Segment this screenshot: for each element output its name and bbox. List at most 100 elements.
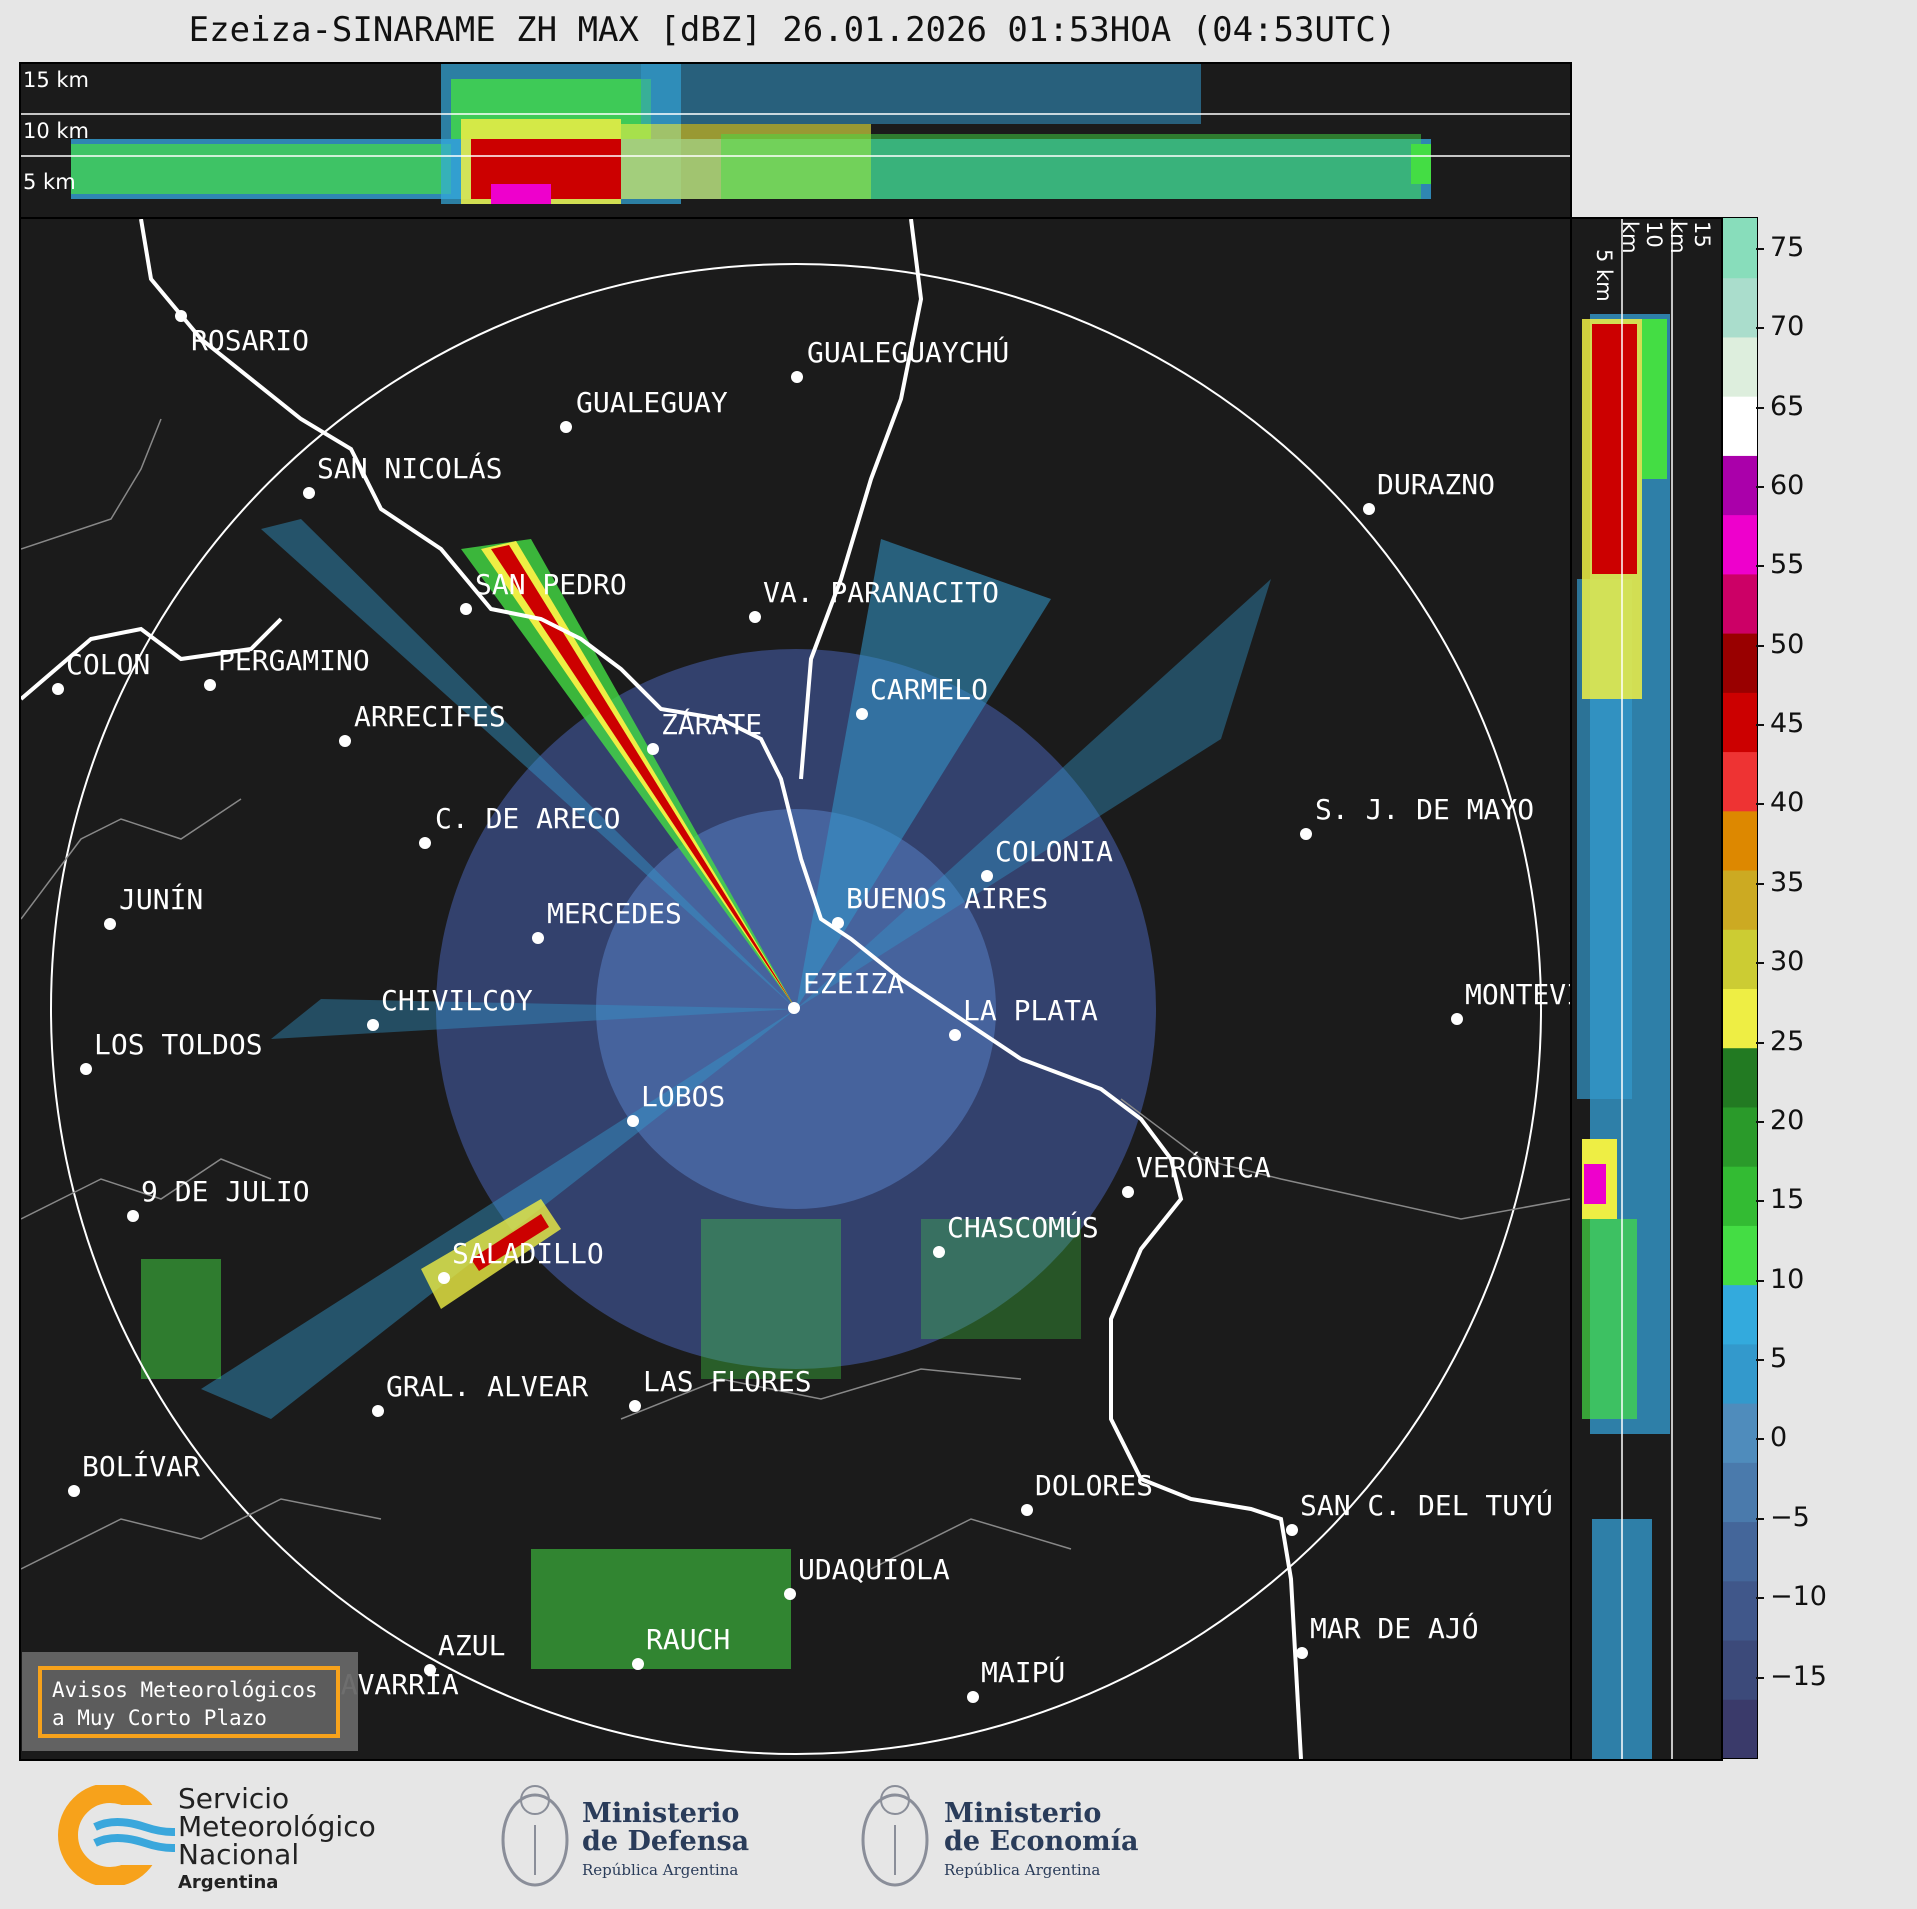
city-label: CHIVILCOY <box>381 984 533 1017</box>
colorbar-tick-mark <box>1756 406 1764 409</box>
city-dot-gral-alvear <box>372 1405 384 1417</box>
city-label: VA. PARANACITO <box>763 576 999 609</box>
defensa-line3: República Argentina <box>582 1861 739 1879</box>
city-label: AZUL <box>438 1629 505 1662</box>
city-label: DOLORES <box>1035 1469 1153 1502</box>
warning-box-label[interactable]: Avisos Meteorológicos a Muy Corto Plazo <box>38 1666 340 1738</box>
colorbar-tick-label: 10 <box>1770 1263 1805 1295</box>
colorbar-band <box>1723 632 1757 693</box>
city-label: SAN PEDRO <box>475 568 627 601</box>
city-label: UDAQUIOLA <box>798 1553 950 1586</box>
colorbar-tick-label: 50 <box>1770 628 1805 660</box>
city-dot-bolivar <box>68 1485 80 1497</box>
colorbar-tick-label: 5 <box>1770 1343 1788 1375</box>
city-label: ARRECIFES <box>354 700 506 733</box>
city-dot-san-nicolas <box>303 487 315 499</box>
city-label: VERÓNICA <box>1136 1150 1271 1184</box>
colorbar-band <box>1723 395 1757 456</box>
colorbar-band <box>1723 1580 1757 1641</box>
city-dot-arrecifes <box>339 735 351 747</box>
city-dot-udaquiola <box>784 1588 796 1600</box>
city-label: DURAZNO <box>1377 468 1495 501</box>
top-cross-section-panel: 15 km 10 km 5 km <box>19 62 1572 219</box>
city-label: CHASCOMÚS <box>947 1210 1099 1244</box>
colorbar-tick-label: −5 <box>1770 1501 1810 1533</box>
city-dot-buenos-aires <box>832 917 844 929</box>
city-label: GUALEGUAYCHÚ <box>807 335 1009 369</box>
city-dot-chascomus <box>933 1246 945 1258</box>
range-ring <box>50 263 1542 1755</box>
colorbar-band <box>1723 810 1757 871</box>
city-label: ZÁRATE <box>661 707 762 741</box>
city-label: COLONIA <box>995 835 1113 868</box>
city-dot-9-de-julio <box>127 1210 139 1222</box>
colorbar-tick-label: 40 <box>1770 787 1805 819</box>
top-km-label-15: 15 km <box>23 68 90 92</box>
colorbar-tick-label: 35 <box>1770 866 1805 898</box>
colorbar-tick-mark <box>1756 644 1764 647</box>
radar-map: ROSARIO GUALEGUAYCHÚ GUALEGUAY SAN NICOL… <box>21 219 1570 1759</box>
economia-line2: de Economía <box>944 1826 1139 1857</box>
city-label: COLON <box>66 648 150 681</box>
city-label: MAR DE AJÓ <box>1310 1611 1479 1645</box>
colorbar-tick-mark <box>1756 565 1764 568</box>
city-dot-zarate <box>647 743 659 755</box>
colorbar-tick-mark <box>1756 1597 1764 1600</box>
colorbar-band <box>1723 1698 1757 1758</box>
city-dot-mercedes <box>532 932 544 944</box>
city-dot-pergamino <box>204 679 216 691</box>
colorbar <box>1722 217 1758 1759</box>
colorbar-band <box>1723 691 1757 753</box>
defensa-line2: de Defensa <box>582 1826 750 1857</box>
side-km-label-5: 5 km <box>1592 249 1616 302</box>
colorbar-tick-label: 55 <box>1770 549 1805 581</box>
city-dot-va-paranacito <box>749 611 761 623</box>
economia-line1: Ministerio <box>944 1798 1102 1829</box>
colorbar-band <box>1723 336 1757 397</box>
colorbar-band <box>1723 928 1757 989</box>
city-dot-c-de-areco <box>419 837 431 849</box>
city-label: SALADILLO <box>452 1237 604 1270</box>
colorbar-band <box>1723 751 1757 812</box>
colorbar-tick-label: 65 <box>1770 390 1805 422</box>
colorbar-tick-label: 70 <box>1770 311 1805 343</box>
colorbar-band <box>1723 1402 1757 1463</box>
colorbar-tick-label: 30 <box>1770 946 1805 978</box>
colorbar-tick-mark <box>1756 247 1764 250</box>
smn-line3: Nacional <box>178 1838 300 1871</box>
city-dot-azul <box>424 1664 436 1676</box>
smn-line1: Servicio <box>178 1782 290 1815</box>
city-dot-dolores <box>1021 1504 1033 1516</box>
colorbar-tick-mark <box>1756 1200 1764 1203</box>
city-dot-gualeguay <box>560 421 572 433</box>
city-dot-saladillo <box>438 1272 450 1284</box>
side-cross-section-panel: 5 km 10 km 15 km <box>1570 217 1723 1761</box>
colorbar-tick-label: −10 <box>1770 1581 1827 1613</box>
colorbar-band <box>1723 1165 1757 1226</box>
colorbar-band <box>1723 1521 1757 1582</box>
city-dot-colonia <box>981 870 993 882</box>
city-label: RAUCH <box>646 1623 730 1656</box>
colorbar-tick-label: 0 <box>1770 1422 1788 1454</box>
city-dot-las-flores <box>629 1400 641 1412</box>
colorbar-tick-label: 60 <box>1770 469 1805 501</box>
city-dot-chivilcoy <box>367 1019 379 1031</box>
colorbar-tick-label: 75 <box>1770 231 1805 263</box>
city-dot-durazno <box>1363 503 1375 515</box>
colorbar-tick-mark <box>1756 803 1764 806</box>
smn-logo-icon <box>58 1785 175 1885</box>
province-boundaries <box>21 418 1570 1570</box>
city-label: BUENOS AIRES <box>846 882 1048 915</box>
colorbar-tick-mark <box>1756 1438 1764 1441</box>
top-km-label-10: 10 km <box>23 119 90 143</box>
city-dot-rosario <box>175 310 187 322</box>
city-label: LOS TOLDOS <box>94 1028 263 1061</box>
city-label: LA PLATA <box>963 994 1098 1027</box>
colorbar-tick-mark <box>1756 962 1764 965</box>
colorbar-tick-label: 15 <box>1770 1184 1805 1216</box>
city-dot-junin <box>104 918 116 930</box>
city-dot-san-pedro <box>460 603 472 615</box>
colorbar-band <box>1723 1284 1757 1345</box>
side-km-label-10: 10 km <box>1618 221 1666 254</box>
colorbar-band <box>1723 277 1757 338</box>
